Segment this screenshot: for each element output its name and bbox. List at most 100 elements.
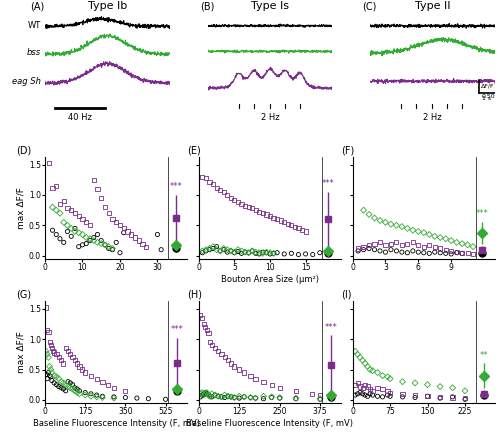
Point <box>260 395 268 402</box>
Point <box>378 372 386 379</box>
Point <box>204 392 212 399</box>
Point <box>104 210 112 217</box>
Point <box>90 234 98 241</box>
Point <box>62 345 70 352</box>
Point <box>86 235 94 242</box>
Point <box>260 393 268 400</box>
Point <box>260 378 268 385</box>
Point <box>256 208 264 215</box>
Point <box>44 160 52 167</box>
Point <box>270 250 278 257</box>
Point <box>431 249 439 256</box>
Point <box>398 223 406 230</box>
Text: ***: *** <box>324 323 337 332</box>
Point <box>46 373 54 380</box>
Text: (C): (C) <box>362 1 377 11</box>
Point <box>273 249 281 256</box>
Point <box>67 207 75 214</box>
Point <box>218 351 226 358</box>
Point <box>227 360 235 367</box>
Point <box>86 222 94 229</box>
Point <box>104 381 112 388</box>
Point <box>241 249 249 256</box>
Point <box>368 392 376 399</box>
Y-axis label: max ΔF/F: max ΔF/F <box>17 331 26 373</box>
Text: ***: *** <box>170 182 182 191</box>
Point <box>86 237 94 244</box>
Point <box>256 249 264 256</box>
Point <box>246 394 254 401</box>
Point <box>92 393 100 400</box>
Point <box>48 369 56 376</box>
Point <box>374 369 382 376</box>
Text: (F): (F) <box>341 145 354 155</box>
Point <box>234 248 242 255</box>
Point <box>200 390 207 397</box>
Point <box>259 250 267 257</box>
Point <box>244 249 252 256</box>
Point <box>208 393 216 400</box>
Point <box>316 392 324 399</box>
Point <box>218 393 226 400</box>
Point <box>280 251 288 258</box>
Point <box>424 393 432 400</box>
Point <box>276 395 283 402</box>
Text: 2 Hz: 2 Hz <box>260 113 280 122</box>
Point <box>92 392 100 399</box>
Point <box>256 251 264 258</box>
Point <box>48 204 56 211</box>
Point <box>436 393 444 400</box>
Point <box>262 249 270 256</box>
Point <box>142 243 150 250</box>
Point <box>196 393 204 400</box>
Point <box>60 239 68 246</box>
Text: ΔF/F: ΔF/F <box>481 84 495 88</box>
Point <box>230 363 238 370</box>
Point <box>364 383 372 390</box>
Point <box>356 354 364 361</box>
Point <box>409 247 417 254</box>
Point <box>351 381 359 388</box>
Point <box>92 375 100 382</box>
Point <box>104 243 112 250</box>
Point <box>87 372 95 379</box>
Point <box>212 243 220 250</box>
Point <box>203 326 211 333</box>
Point <box>48 377 56 384</box>
Point <box>360 246 368 253</box>
Point <box>76 363 84 370</box>
Point <box>248 247 256 254</box>
Point <box>227 393 235 400</box>
Point <box>409 227 417 234</box>
Point <box>52 231 60 238</box>
Point <box>280 219 288 226</box>
Point <box>97 194 105 201</box>
Point <box>81 369 89 376</box>
Point <box>246 394 254 401</box>
Point <box>236 395 244 402</box>
Point <box>448 394 456 401</box>
Point <box>52 207 60 214</box>
Point <box>56 235 64 242</box>
Point <box>351 392 359 399</box>
Point <box>71 210 79 217</box>
Point <box>368 387 376 394</box>
Point <box>64 228 72 235</box>
X-axis label: Baseline Fluorescence Intensity (F, mV): Baseline Fluorescence Intensity (F, mV) <box>186 419 354 428</box>
Point <box>76 387 84 394</box>
Point <box>209 245 217 252</box>
Point <box>108 246 116 253</box>
Text: Type Is: Type Is <box>251 1 289 11</box>
Point <box>101 241 109 248</box>
Point <box>374 393 382 400</box>
Point <box>276 394 283 401</box>
Point <box>44 369 52 376</box>
Point <box>361 392 369 399</box>
Point <box>220 354 228 361</box>
Point <box>81 392 89 399</box>
Point <box>202 247 210 254</box>
Point <box>68 354 76 361</box>
Point <box>316 249 324 256</box>
Point <box>268 393 276 400</box>
Point <box>94 231 102 238</box>
